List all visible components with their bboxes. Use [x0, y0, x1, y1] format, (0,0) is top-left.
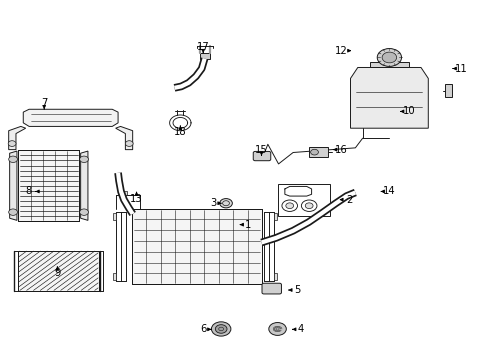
- Text: 10: 10: [402, 107, 414, 116]
- Text: 1: 1: [244, 220, 251, 230]
- Circle shape: [8, 141, 16, 147]
- Polygon shape: [113, 273, 116, 280]
- Circle shape: [125, 141, 133, 147]
- Bar: [19, 150, 79, 221]
- Circle shape: [381, 52, 396, 63]
- Bar: [200, 53, 210, 59]
- Circle shape: [305, 203, 312, 208]
- Bar: [369, 62, 408, 67]
- FancyBboxPatch shape: [253, 152, 270, 161]
- Bar: [131, 208, 262, 284]
- Text: 18: 18: [174, 127, 186, 137]
- Circle shape: [215, 325, 226, 333]
- Circle shape: [376, 49, 401, 66]
- Text: 11: 11: [453, 64, 467, 73]
- Text: 2: 2: [345, 195, 351, 204]
- Text: 14: 14: [382, 186, 395, 197]
- Circle shape: [310, 149, 318, 155]
- Polygon shape: [273, 213, 276, 220]
- Bar: [19, 251, 99, 291]
- Polygon shape: [113, 213, 116, 220]
- Circle shape: [9, 209, 18, 215]
- Polygon shape: [9, 126, 26, 150]
- Text: 6: 6: [200, 324, 206, 334]
- FancyBboxPatch shape: [262, 283, 281, 294]
- Text: 8: 8: [25, 186, 31, 197]
- Text: 3: 3: [209, 198, 216, 208]
- Circle shape: [80, 156, 88, 162]
- Text: 5: 5: [293, 285, 300, 295]
- Circle shape: [80, 209, 88, 215]
- Circle shape: [285, 203, 293, 208]
- Circle shape: [219, 199, 232, 208]
- Bar: [19, 251, 99, 291]
- Text: 4: 4: [297, 324, 303, 334]
- Text: 7: 7: [41, 98, 47, 108]
- Circle shape: [9, 156, 18, 162]
- Bar: [308, 148, 327, 157]
- Bar: [277, 184, 329, 216]
- Text: 17: 17: [196, 42, 209, 52]
- Polygon shape: [119, 192, 126, 195]
- Bar: [445, 84, 451, 97]
- Polygon shape: [81, 151, 88, 220]
- Text: 16: 16: [335, 145, 347, 155]
- Polygon shape: [10, 151, 17, 220]
- Polygon shape: [116, 126, 132, 150]
- Text: 9: 9: [54, 268, 61, 278]
- Polygon shape: [273, 273, 276, 280]
- Bar: [19, 150, 79, 221]
- Polygon shape: [23, 109, 118, 126]
- Text: 12: 12: [335, 46, 347, 56]
- Text: 13: 13: [130, 194, 142, 203]
- Circle shape: [211, 322, 230, 336]
- Circle shape: [268, 323, 286, 336]
- Text: 15: 15: [255, 145, 267, 155]
- Bar: [131, 208, 262, 284]
- Polygon shape: [350, 67, 427, 128]
